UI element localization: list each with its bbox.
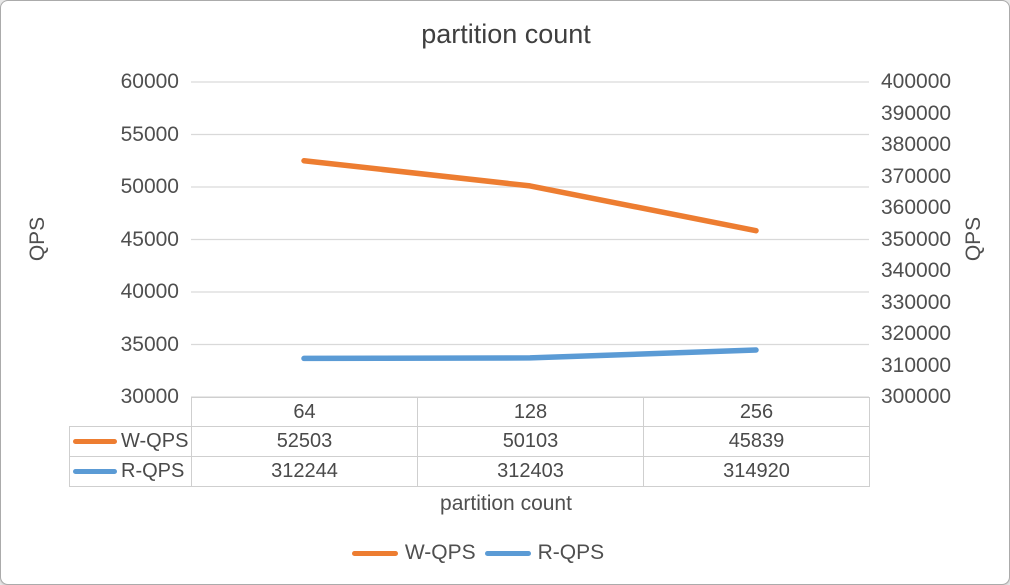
category-header-cell: 256 [643, 397, 870, 427]
legend-item-r-qps: R-QPS [484, 541, 605, 565]
right-axis-tick-label: 300000 [881, 385, 952, 408]
value-cell: 45839 [643, 426, 870, 457]
legend-swatch-icon [351, 550, 398, 556]
table-header-row: 64 128 256 [70, 397, 870, 427]
legend-item-w-qps: W-QPS [351, 541, 476, 565]
left-axis-tick-label: 60000 [120, 70, 179, 93]
left-axis-tick-label: 40000 [120, 280, 179, 303]
right-axis-tick-label: 340000 [881, 259, 952, 282]
right-axis-title: QPS [962, 216, 985, 262]
chart-title: partition count [421, 19, 591, 49]
legend-swatch-icon [484, 550, 531, 556]
table-row-w-qps: W-QPS 52503 50103 45839 [69, 426, 870, 457]
legend: W-QPS R-QPS [1, 541, 955, 565]
series-line-r-qps [301, 347, 759, 362]
left-axis-tick-label: 50000 [120, 175, 179, 198]
right-axis-tick-label: 370000 [881, 164, 952, 188]
right-axis-tick-label: 390000 [881, 101, 952, 125]
series-line-w-qps [301, 157, 759, 234]
right-axis-tick-label: 380000 [881, 133, 952, 156]
left-axis-tick-label: 55000 [120, 122, 179, 146]
right-axis-tick-label: 330000 [881, 290, 952, 314]
series-key-cell: W-QPS [69, 426, 192, 457]
value-cell: 52503 [191, 426, 418, 457]
value-cell: 312244 [191, 456, 418, 487]
series-key: R-QPS [71, 460, 191, 483]
x-axis-title: partition count [440, 492, 572, 515]
table-corner-cell [70, 398, 192, 427]
category-header-cell: 64 [191, 397, 418, 427]
value-cell: 314920 [643, 456, 870, 487]
series-line-swatch-icon [73, 469, 117, 474]
series-line-swatch-icon [73, 439, 117, 444]
legend-label: W-QPS [404, 541, 476, 564]
right-axis-tick-label: 310000 [881, 353, 952, 377]
left-axis-tick-label: 35000 [120, 332, 179, 356]
series-name-label: W-QPS [121, 430, 189, 452]
right-axis-tick-label: 360000 [881, 196, 952, 219]
legend-label: R-QPS [537, 541, 605, 564]
series-key-cell: R-QPS [69, 456, 192, 487]
right-axis-tick-label: 320000 [881, 322, 952, 345]
right-axis-tick-label: 400000 [881, 70, 952, 93]
value-cell: 50103 [417, 426, 644, 457]
data-table: 64 128 256 W-QPS 52503 50103 45839 R-QPS 312244 3… [69, 397, 870, 487]
left-axis-tick-label: 30000 [120, 385, 179, 408]
left-axis-title: QPS [26, 216, 49, 262]
category-header-cell: 128 [417, 397, 644, 427]
value-cell: 312403 [417, 456, 644, 487]
series-name-label: R-QPS [121, 460, 185, 482]
table-row-r-qps: R-QPS 312244 312403 314920 [69, 456, 870, 487]
series-key: W-QPS [71, 430, 191, 453]
right-axis-tick-label: 350000 [881, 227, 952, 251]
left-axis-tick-label: 45000 [120, 227, 179, 251]
